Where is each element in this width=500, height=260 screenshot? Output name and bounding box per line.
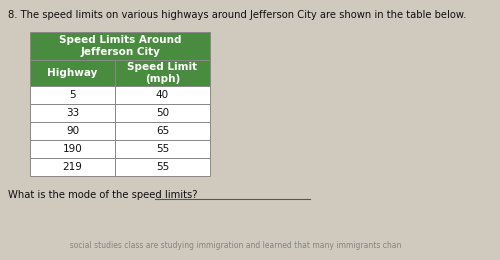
Bar — [30, 158, 115, 176]
Bar — [30, 60, 115, 86]
Text: 190: 190 — [62, 144, 82, 154]
Text: 219: 219 — [62, 162, 82, 172]
Bar — [30, 32, 210, 60]
Text: social studies class are studying immigration and learned that many immigrants c: social studies class are studying immigr… — [8, 241, 402, 250]
Text: 55: 55 — [156, 144, 169, 154]
Text: 8. The speed limits on various highways around Jefferson City are shown in the t: 8. The speed limits on various highways … — [8, 10, 466, 20]
Text: 90: 90 — [66, 126, 79, 136]
Bar — [30, 122, 115, 140]
Bar — [115, 104, 210, 122]
Text: 65: 65 — [156, 126, 169, 136]
Text: Speed Limit
(mph): Speed Limit (mph) — [128, 62, 198, 84]
Bar — [115, 140, 210, 158]
Bar — [30, 104, 115, 122]
Bar — [30, 140, 115, 158]
Text: 5: 5 — [69, 90, 76, 100]
Bar — [115, 122, 210, 140]
Text: 50: 50 — [156, 108, 169, 118]
Text: 33: 33 — [66, 108, 79, 118]
Text: Speed Limits Around
Jefferson City: Speed Limits Around Jefferson City — [59, 35, 181, 57]
Bar — [115, 60, 210, 86]
Text: 40: 40 — [156, 90, 169, 100]
Text: Highway: Highway — [48, 68, 98, 78]
Bar — [115, 86, 210, 104]
Text: What is the mode of the speed limits?: What is the mode of the speed limits? — [8, 190, 198, 200]
Bar — [115, 158, 210, 176]
Text: 55: 55 — [156, 162, 169, 172]
Bar — [30, 86, 115, 104]
